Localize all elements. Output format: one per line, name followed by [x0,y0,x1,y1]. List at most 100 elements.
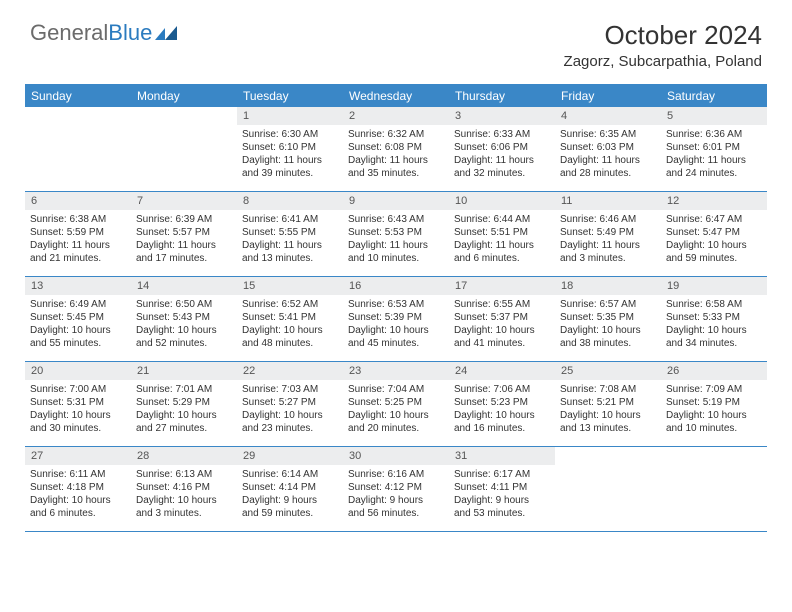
location-text: Zagorz, Subcarpathia, Poland [564,53,762,70]
cell-body: Sunrise: 6:50 AMSunset: 5:43 PMDaylight:… [131,295,237,354]
cell-body: Sunrise: 7:04 AMSunset: 5:25 PMDaylight:… [343,380,449,439]
cell-body: Sunrise: 6:53 AMSunset: 5:39 PMDaylight:… [343,295,449,354]
cell-body: Sunrise: 6:44 AMSunset: 5:51 PMDaylight:… [449,210,555,269]
day-number: 27 [25,447,131,465]
day-number: 3 [449,107,555,125]
day-number: 20 [25,362,131,380]
daylight-line2: and 32 minutes. [454,167,550,180]
sunset-text: Sunset: 5:35 PM [560,311,656,324]
daylight-line1: Daylight: 9 hours [348,494,444,507]
calendar-cell: 14Sunrise: 6:50 AMSunset: 5:43 PMDayligh… [131,277,237,361]
dayhead-saturday: Saturday [661,85,767,107]
daylight-line2: and 23 minutes. [242,422,338,435]
day-number: 4 [555,107,661,125]
daylight-line2: and 24 minutes. [666,167,762,180]
cell-body: Sunrise: 6:11 AMSunset: 4:18 PMDaylight:… [25,465,131,524]
calendar-cell: 25Sunrise: 7:08 AMSunset: 5:21 PMDayligh… [555,362,661,446]
daylight-line1: Daylight: 10 hours [666,324,762,337]
calendar-cell: 10Sunrise: 6:44 AMSunset: 5:51 PMDayligh… [449,192,555,276]
daylight-line2: and 35 minutes. [348,167,444,180]
cell-body: Sunrise: 6:32 AMSunset: 6:08 PMDaylight:… [343,125,449,184]
sunset-text: Sunset: 5:49 PM [560,226,656,239]
dayhead-sunday: Sunday [25,85,131,107]
cell-body: Sunrise: 6:43 AMSunset: 5:53 PMDaylight:… [343,210,449,269]
cell-body: Sunrise: 6:41 AMSunset: 5:55 PMDaylight:… [237,210,343,269]
day-number: 19 [661,277,767,295]
dayhead-thursday: Thursday [449,85,555,107]
calendar-cell: 11Sunrise: 6:46 AMSunset: 5:49 PMDayligh… [555,192,661,276]
daylight-line1: Daylight: 9 hours [454,494,550,507]
daylight-line2: and 3 minutes. [136,507,232,520]
sunset-text: Sunset: 4:12 PM [348,481,444,494]
sunrise-text: Sunrise: 6:33 AM [454,128,550,141]
daylight-line2: and 38 minutes. [560,337,656,350]
daylight-line1: Daylight: 10 hours [30,494,126,507]
calendar-cell: 18Sunrise: 6:57 AMSunset: 5:35 PMDayligh… [555,277,661,361]
day-number: 15 [237,277,343,295]
sunset-text: Sunset: 5:53 PM [348,226,444,239]
sunset-text: Sunset: 5:23 PM [454,396,550,409]
sunset-text: Sunset: 5:31 PM [30,396,126,409]
daylight-line2: and 52 minutes. [136,337,232,350]
day-number: 9 [343,192,449,210]
cell-body: Sunrise: 6:49 AMSunset: 5:45 PMDaylight:… [25,295,131,354]
sunset-text: Sunset: 6:06 PM [454,141,550,154]
sunrise-text: Sunrise: 6:53 AM [348,298,444,311]
day-number: 10 [449,192,555,210]
sunset-text: Sunset: 5:27 PM [242,396,338,409]
calendar-cell [131,107,237,191]
week-row: 20Sunrise: 7:00 AMSunset: 5:31 PMDayligh… [25,362,767,447]
sunset-text: Sunset: 4:16 PM [136,481,232,494]
day-number: 7 [131,192,237,210]
daylight-line1: Daylight: 11 hours [242,154,338,167]
daylight-line1: Daylight: 11 hours [348,154,444,167]
cell-body: Sunrise: 7:00 AMSunset: 5:31 PMDaylight:… [25,380,131,439]
sunrise-text: Sunrise: 6:50 AM [136,298,232,311]
sunset-text: Sunset: 5:51 PM [454,226,550,239]
calendar-cell: 13Sunrise: 6:49 AMSunset: 5:45 PMDayligh… [25,277,131,361]
day-number: 18 [555,277,661,295]
day-header-row: Sunday Monday Tuesday Wednesday Thursday… [25,85,767,107]
cell-body: Sunrise: 6:14 AMSunset: 4:14 PMDaylight:… [237,465,343,524]
calendar-cell: 12Sunrise: 6:47 AMSunset: 5:47 PMDayligh… [661,192,767,276]
sunrise-text: Sunrise: 6:41 AM [242,213,338,226]
daylight-line2: and 56 minutes. [348,507,444,520]
calendar-cell: 21Sunrise: 7:01 AMSunset: 5:29 PMDayligh… [131,362,237,446]
sunrise-text: Sunrise: 6:16 AM [348,468,444,481]
sunset-text: Sunset: 5:55 PM [242,226,338,239]
sunset-text: Sunset: 6:01 PM [666,141,762,154]
day-number: 14 [131,277,237,295]
day-number: 16 [343,277,449,295]
cell-body: Sunrise: 6:55 AMSunset: 5:37 PMDaylight:… [449,295,555,354]
calendar-cell: 29Sunrise: 6:14 AMSunset: 4:14 PMDayligh… [237,447,343,531]
week-row: 13Sunrise: 6:49 AMSunset: 5:45 PMDayligh… [25,277,767,362]
sunset-text: Sunset: 5:19 PM [666,396,762,409]
day-number: 28 [131,447,237,465]
cell-body: Sunrise: 6:13 AMSunset: 4:16 PMDaylight:… [131,465,237,524]
sunrise-text: Sunrise: 7:03 AM [242,383,338,396]
cell-body: Sunrise: 6:46 AMSunset: 5:49 PMDaylight:… [555,210,661,269]
daylight-line1: Daylight: 10 hours [136,409,232,422]
sunset-text: Sunset: 5:57 PM [136,226,232,239]
daylight-line1: Daylight: 10 hours [560,409,656,422]
daylight-line2: and 59 minutes. [242,507,338,520]
calendar-cell: 19Sunrise: 6:58 AMSunset: 5:33 PMDayligh… [661,277,767,361]
calendar: Sunday Monday Tuesday Wednesday Thursday… [25,84,767,532]
calendar-cell [25,107,131,191]
daylight-line1: Daylight: 10 hours [30,409,126,422]
calendar-cell: 22Sunrise: 7:03 AMSunset: 5:27 PMDayligh… [237,362,343,446]
sunrise-text: Sunrise: 6:47 AM [666,213,762,226]
sunrise-text: Sunrise: 6:52 AM [242,298,338,311]
daylight-line1: Daylight: 10 hours [666,409,762,422]
sunrise-text: Sunrise: 6:36 AM [666,128,762,141]
sunset-text: Sunset: 4:18 PM [30,481,126,494]
cell-body: Sunrise: 6:17 AMSunset: 4:11 PMDaylight:… [449,465,555,524]
sunset-text: Sunset: 6:08 PM [348,141,444,154]
daylight-line2: and 17 minutes. [136,252,232,265]
sunrise-text: Sunrise: 6:32 AM [348,128,444,141]
daylight-line2: and 13 minutes. [242,252,338,265]
daylight-line2: and 39 minutes. [242,167,338,180]
daylight-line2: and 34 minutes. [666,337,762,350]
week-row: 1Sunrise: 6:30 AMSunset: 6:10 PMDaylight… [25,107,767,192]
dayhead-wednesday: Wednesday [343,85,449,107]
